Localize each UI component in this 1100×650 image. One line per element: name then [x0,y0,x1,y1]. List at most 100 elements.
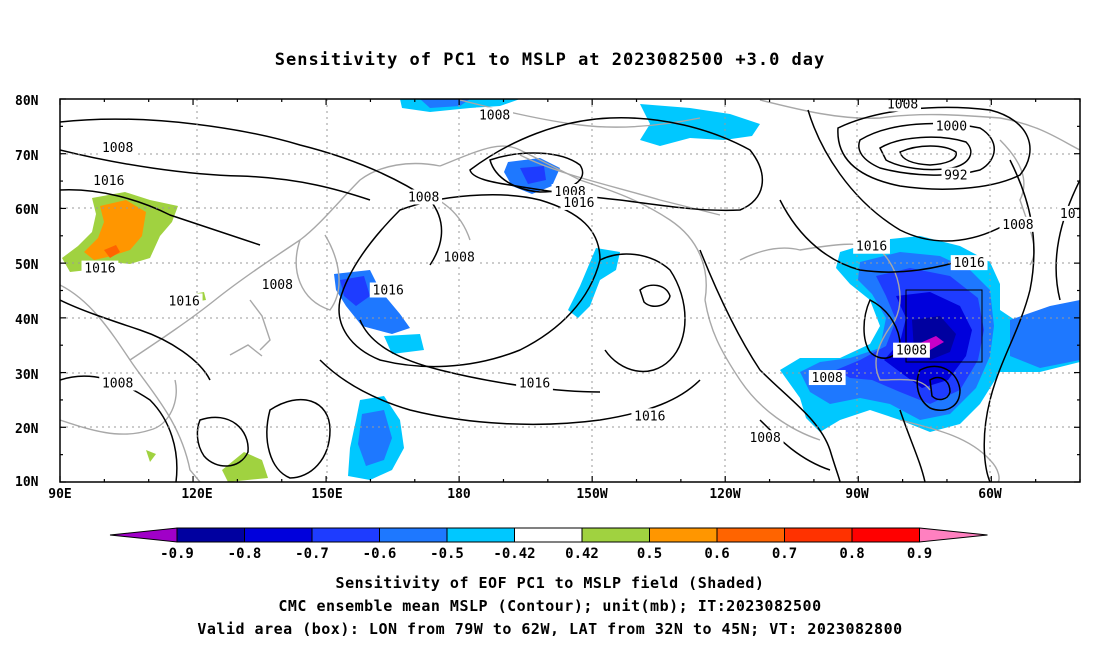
lat-label: 80N [15,94,39,109]
contour-label: 1016 [953,256,984,271]
contour-label: 1008 [1002,218,1033,233]
lon-label: 120W [709,487,740,502]
contour-label: 1016 [84,262,115,277]
contour-label: 1008 [887,97,918,112]
contour-label-bg [560,194,598,210]
contour-label-bg [476,107,514,123]
contour-label: 1000 [936,119,967,134]
lat-label: 40N [15,313,39,328]
colorbar-label: 0.42 [565,546,599,562]
colorbar-label: 0.8 [839,546,864,562]
lon-label: 180 [447,487,471,502]
caption-contour: CMC ensemble mean MSLP (Contour); unit(m… [278,597,822,615]
contour-label-bg [258,277,296,293]
lat-label: 20N [15,422,39,437]
contour-label: 1008 [479,108,510,123]
contour-label: 1008 [408,190,439,205]
contour-label: 1016 [634,409,665,424]
contour-labels: 1008 1008 1016 1008 1008 1016 1016 1008 1016 1008… [81,97,1080,446]
contour-label-bg [884,99,922,112]
lon-label: 90E [48,487,71,502]
lat-label: 10N [15,475,39,490]
colorbar-segment [311,527,380,543]
contour-label-bg [405,189,443,205]
shade-neg-bering-core [520,166,546,184]
mslp-contours [60,106,1080,482]
sensitivity-shading [62,99,1080,482]
colorbar-label: -0.8 [228,546,262,562]
lon-label: 150E [311,487,342,502]
colorbar-segment [716,527,785,543]
shade-positive-tropics [222,452,268,482]
contour-label-bg [81,260,119,276]
colorbar-segment [176,527,245,543]
contour-label-bg [90,173,128,189]
contour-label: 1016 [563,196,594,211]
lat-label: 60N [15,203,39,218]
contour-label-bg [941,167,971,183]
colorbar-segment [581,527,650,543]
colorbar-segment [784,527,853,543]
contour-label: 1016 [519,377,550,392]
contour-label: 1008 [812,371,843,386]
contour-label-bg [999,216,1037,232]
contour-label-bg [746,430,784,446]
contour-label: 1008 [102,141,133,156]
caption-shading: Sensitivity of EOF PC1 to MSLP field (Sh… [335,574,765,592]
contour-label-bg [932,118,970,134]
valid-area-box [905,289,983,363]
contour-label-bg [893,342,930,358]
contour-label-bg [165,293,203,309]
colorbar-segment [851,527,920,543]
colorbar-label: 0.9 [907,546,932,562]
shade-neg-atlantic-east [1010,300,1080,368]
lat-label: 70N [15,149,39,164]
map-title: Sensitivity of PC1 to MSLP at 2023082500… [274,50,826,70]
contour-label-bg [1057,205,1080,221]
caption-valid-area: Valid area (box): LON from 79W to 62W, L… [197,620,903,638]
contour-label-bg [516,375,553,391]
colorbar-under-triangle [109,527,178,543]
colorbar-segment [649,527,718,543]
contour-label: 1008 [896,344,927,359]
colorbar-label: 0.5 [637,546,662,562]
shade-neg-arctic-2 [640,104,760,146]
color-bar: -0.9 -0.8 -0.7 -0.6 -0.5 -0.42 0.42 0.5 0.6 0.7 0.… [109,527,988,562]
contour-label: 1008 [102,377,133,392]
axis-ticks [59,98,1081,483]
contour-label: 1008 [262,278,293,293]
colorbar-label: 0.7 [772,546,797,562]
shade-neg-small-pac [384,334,424,354]
colorbar-label: -0.5 [430,546,464,562]
contour-label: 1008 [443,251,474,266]
contour-label-bg [440,249,478,265]
contour-label: 1016 [856,240,887,255]
colorbar-segment [514,527,583,543]
colorbar-label: -0.7 [295,546,329,562]
shade-positive-asia-peak [104,245,120,258]
colorbar-label: -0.9 [160,546,194,562]
contour-label: 1008 [749,431,780,446]
contour-label: 992 [944,169,967,184]
contour-label-bg [369,282,407,298]
lon-label: 90W [845,487,869,502]
lat-label: 50N [15,258,39,273]
contour-label-bg [853,238,890,254]
shade-positive-asia-core [84,200,146,260]
colorbar-over-triangle [919,527,988,543]
colorbar-segment [244,527,313,543]
contour-label-bg [99,140,137,156]
colorbar-segment [446,527,515,543]
lon-label: 120E [181,487,212,502]
contour-label-bg [808,370,846,386]
lon-label: 150W [576,487,607,502]
contour-label: 1016 [373,284,404,299]
colorbar-segment [379,527,448,543]
shade-neg-kamchatka-core [340,276,370,306]
colorbar-label: -0.42 [493,546,535,562]
sensitivity-map: 1008 1008 1016 1008 1008 1016 1016 1008 1016 1008… [15,94,1081,562]
lon-label: 60W [978,487,1002,502]
contour-label-bg [950,255,988,271]
shade-neg-tropical-west-core [358,410,392,466]
contour-label: 1016 [169,294,200,309]
